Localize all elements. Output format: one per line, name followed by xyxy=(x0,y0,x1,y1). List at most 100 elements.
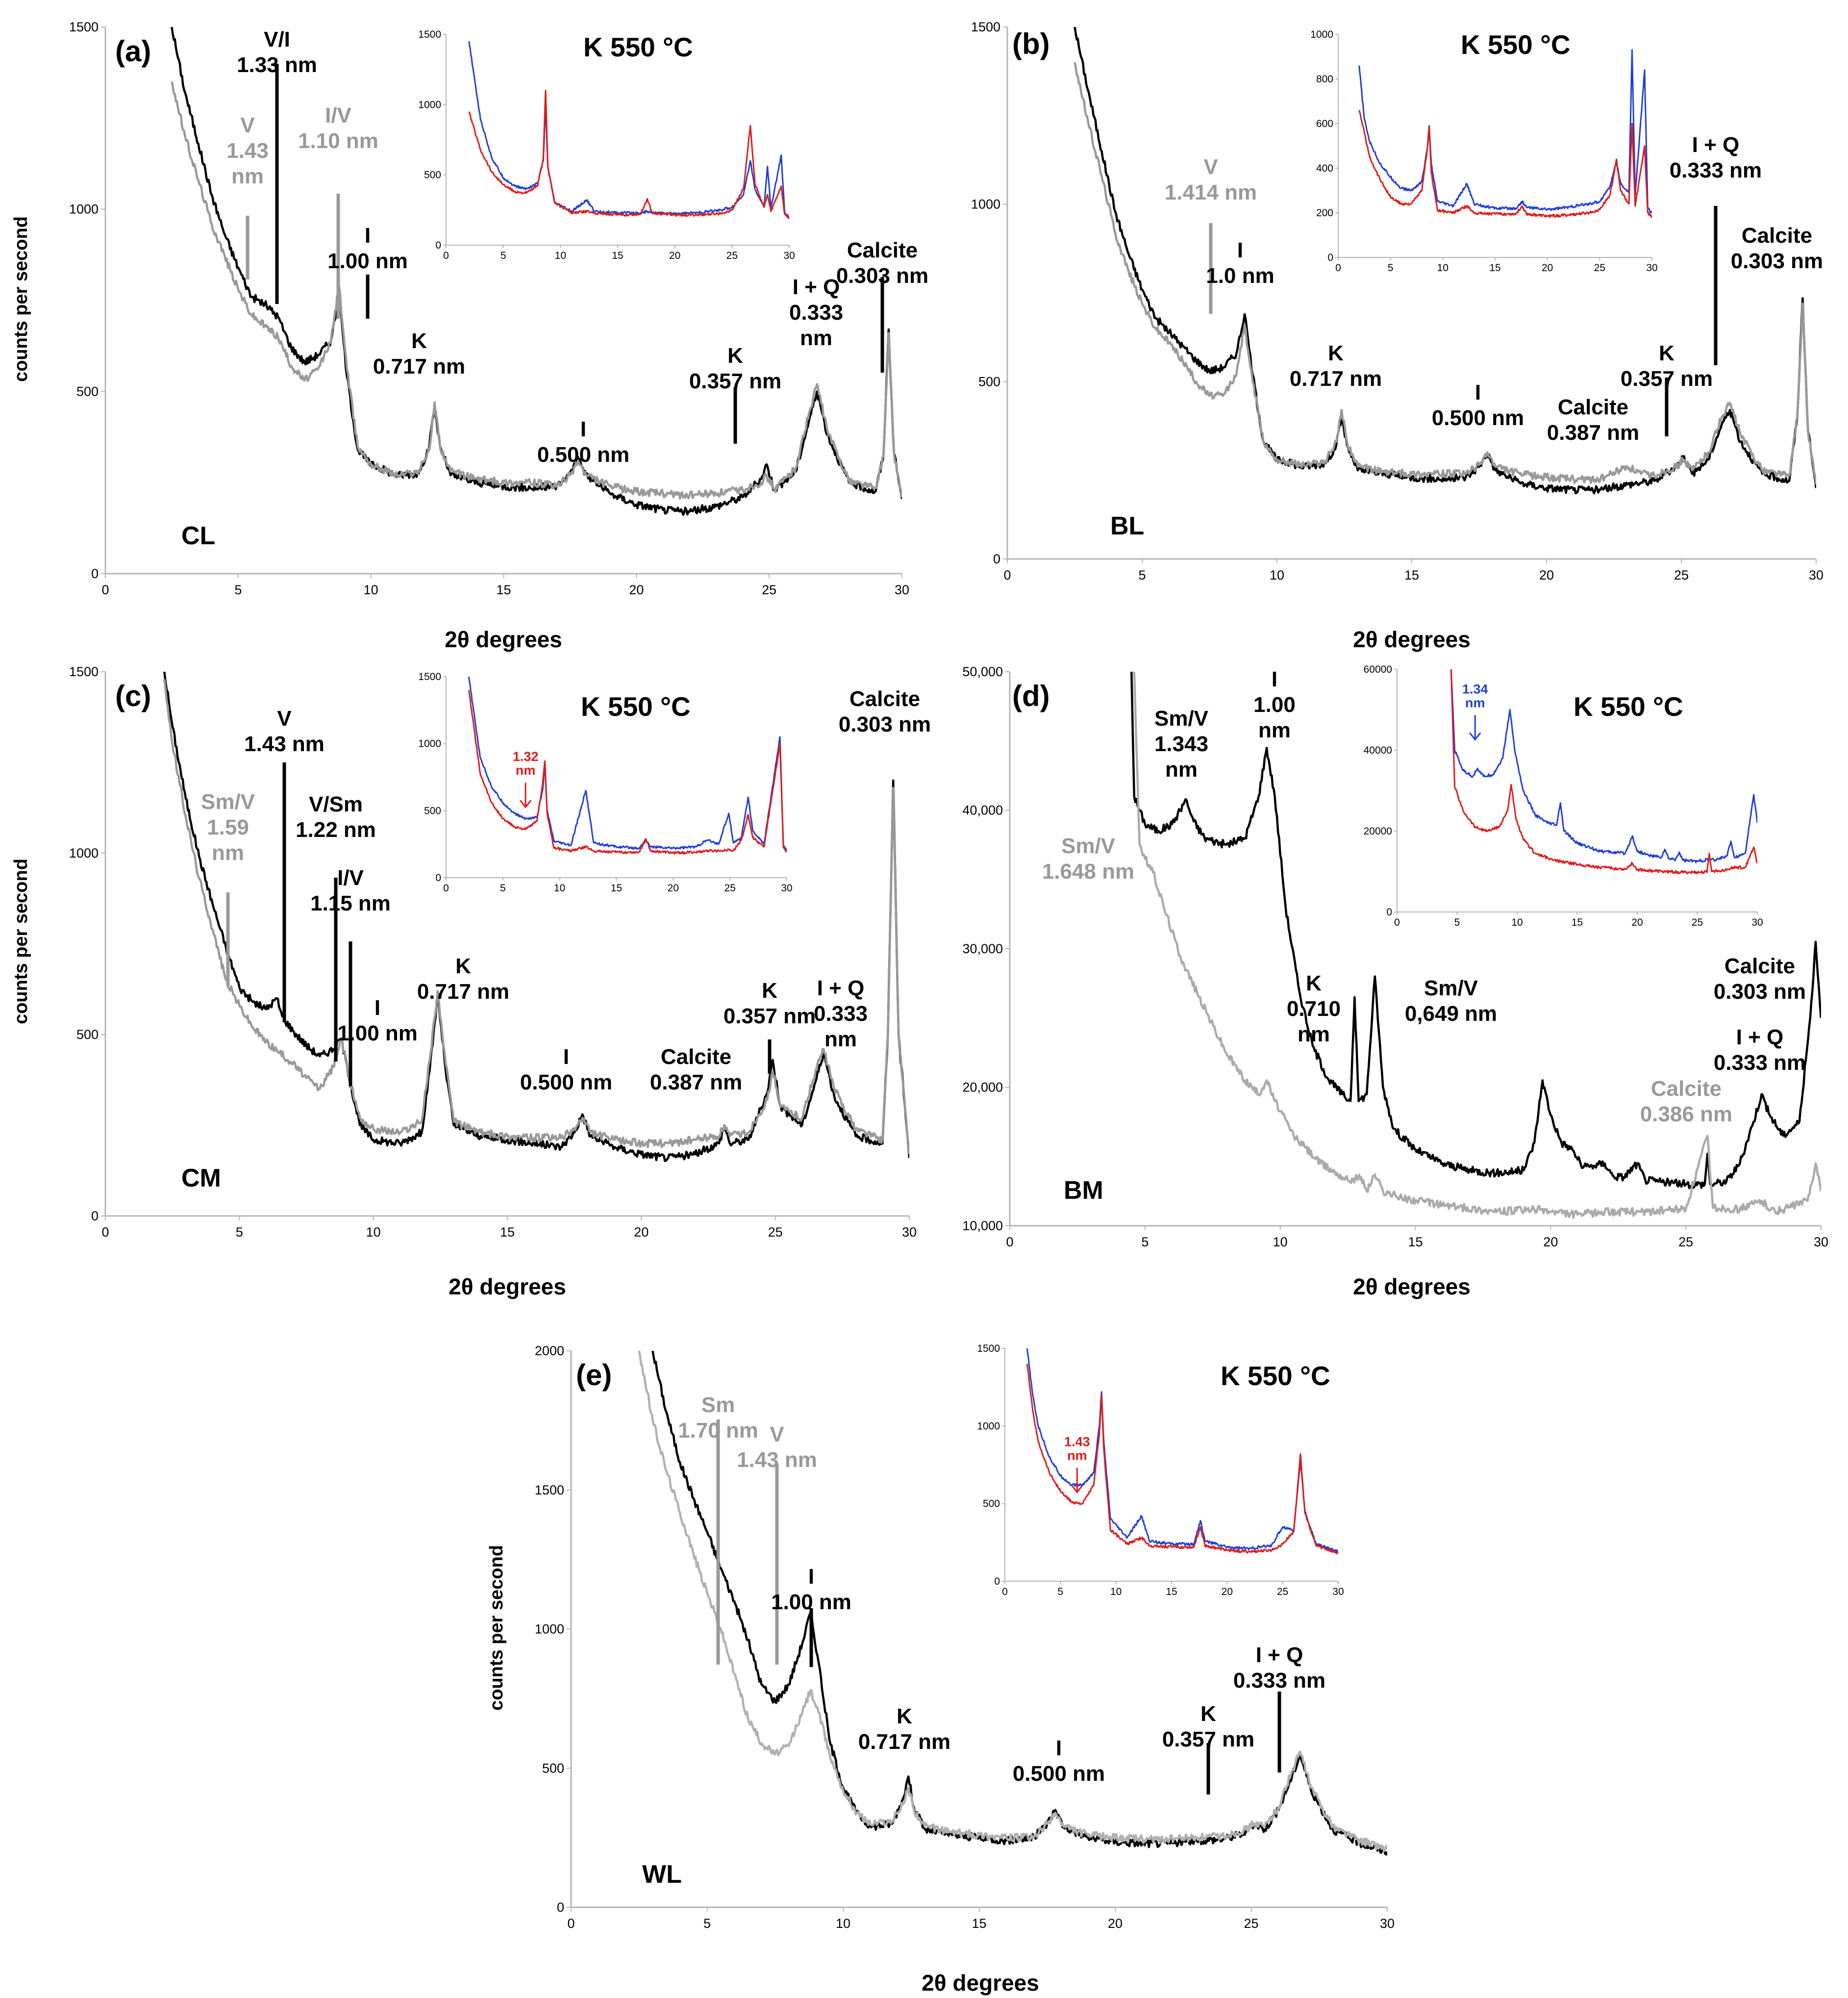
panel-b-panel-label: (b) xyxy=(1012,27,1050,60)
panel-d-main-y-tick-label: 10,000 xyxy=(962,1218,1003,1233)
panel-a-inset-y-tick-label: 0 xyxy=(435,240,441,251)
panel-c-x-axis-title: 2θ degrees xyxy=(449,1274,566,1299)
panel-c-annotation: I1.00 nm xyxy=(337,996,418,1045)
panel-b-inset-series-blue-line xyxy=(1358,49,1652,214)
panel-e-annotation: I1.00 nm xyxy=(771,1565,851,1667)
panel-e-annotation-text: V xyxy=(770,1422,784,1446)
panel-a-inset-y-tick-label: 500 xyxy=(424,170,441,181)
panel-b-main-y-tick-label: 500 xyxy=(978,374,1000,389)
panel-b-inset-series-red-line xyxy=(1358,110,1652,218)
panel-d-inset-x-tick-label: 20 xyxy=(1631,917,1643,928)
panel-c-annotation-text: 1.59 xyxy=(207,815,249,839)
panel-d-inset-annotation-arrow-head xyxy=(1469,732,1481,741)
panel-a-annotation-text: 1.00 nm xyxy=(327,249,408,273)
panel-c-annotation: I/V1.15 nm xyxy=(310,866,391,1086)
panel-a-annotation: I0.500 nm xyxy=(537,417,629,467)
panel-d-annotation-text: I + Q xyxy=(1736,1025,1784,1049)
panel-e-inset-x-tick-label: 5 xyxy=(1057,1586,1063,1597)
panel-e-annotation-text: Sm xyxy=(701,1393,735,1417)
panel-d-main-x-tick-label: 25 xyxy=(1678,1235,1693,1249)
panel-a-x-axis-title: 2θ degrees xyxy=(445,627,562,652)
panel-e-inset-y-tick-label: 1000 xyxy=(977,1420,1000,1432)
panel-a-inset-y-tick-label: 1500 xyxy=(418,29,441,40)
panel-b-main-x-tick-label: 15 xyxy=(1404,568,1419,582)
panel-c-annotation-text: nm xyxy=(824,1027,857,1051)
panel-e-annotation: K0.357 nm xyxy=(1162,1702,1254,1795)
panel-a-annotation: K0.357 nm xyxy=(689,344,781,444)
panel-c-annotation-text: V/Sm xyxy=(309,792,363,816)
panel-b-annotation-text: I + Q xyxy=(1692,133,1740,157)
panel-c-annotation-text: Sm/V xyxy=(201,790,255,814)
panel-c-main-x-tick-label: 10 xyxy=(366,1225,381,1239)
panel-b-inset-y-tick-label: 600 xyxy=(1316,118,1333,129)
panel-d-annotation-text: 0.333 nm xyxy=(1714,1051,1806,1075)
panel-c-annotation-text: K xyxy=(762,979,777,1003)
panel-d-main-y-tick-label: 30,000 xyxy=(962,941,1003,956)
panel-b-inset-y-tick-label: 0 xyxy=(1327,252,1333,263)
panel-c-annotation-text: K xyxy=(455,954,471,978)
panel-a-main-x-tick-label: 10 xyxy=(364,582,378,597)
panel-d-inset-y-tick-label: 40000 xyxy=(1364,745,1392,756)
panel-b-inset-x-tick-label: 20 xyxy=(1542,262,1553,274)
panel-b-annotation-text: 1.0 nm xyxy=(1206,264,1274,288)
panel-c-annotation-text: I xyxy=(375,996,380,1020)
panel-b-annotation-text: I xyxy=(1475,380,1481,405)
panel-d-inset-annotation-text: 1.34 xyxy=(1462,682,1488,697)
panel-e-inset-y-tick-label: 1500 xyxy=(977,1343,1000,1354)
panel-d-main-x-tick-label: 30 xyxy=(1814,1235,1828,1249)
panel-b-annotation: I0.500 nm xyxy=(1432,380,1524,430)
panel-b-annotation: I + Q0.333 nm xyxy=(1670,133,1762,365)
panel-c-inset-x-tick-label: 0 xyxy=(443,883,449,894)
panel-d-annotation-text: 1.343 xyxy=(1154,732,1208,756)
panel-c-y-axis-title: counts per second xyxy=(11,859,31,1024)
panel-e-inset-x-tick-label: 25 xyxy=(1277,1586,1288,1597)
panel-c-main-y-tick-label: 500 xyxy=(76,1027,99,1042)
panel-a-panel-label: (a) xyxy=(115,35,151,68)
panel-e-main-y-tick-label: 1500 xyxy=(535,1483,564,1497)
panel-d-main-y-tick-label: 50,000 xyxy=(962,664,1003,679)
panel-d-main-y-tick-label: 20,000 xyxy=(962,1080,1003,1095)
panel-b-annotation-text: 1.414 nm xyxy=(1165,180,1257,204)
panel-e-inset-annotation-text: nm xyxy=(1067,1448,1087,1463)
panel-a-annotation-text: I xyxy=(580,417,586,441)
panel-a-inset-series-red-line xyxy=(468,90,789,219)
panel-e-annotation-text: I xyxy=(808,1565,814,1589)
panel-d-annotation-text: nm xyxy=(1298,1022,1330,1046)
panel-a-annotation-text: K xyxy=(727,344,743,368)
panel-a-annotation-text: 0.717 nm xyxy=(373,354,465,379)
panel-c-main-x-tick-label: 20 xyxy=(634,1225,649,1239)
panel-c-inset-series-red-line xyxy=(468,690,787,855)
panel-c-annotation-text: I xyxy=(563,1045,569,1069)
panel-a-annotation-text: I xyxy=(365,224,371,248)
panel-e-annotation-text: I + Q xyxy=(1256,1643,1303,1667)
panel-a-inset: 0 5 10 15 20 25 30 0 500 1000 1500 K 550 °C xyxy=(418,29,795,261)
panel-a-sample-label: CL xyxy=(181,522,215,550)
panel-d-x-axis-title: 2θ degrees xyxy=(1353,1274,1471,1299)
panel-d-inset-x-tick-label: 5 xyxy=(1454,917,1460,928)
panel-c-annotation-text: 1.15 nm xyxy=(310,891,391,915)
panel-d-main-x-tick-label: 15 xyxy=(1408,1235,1423,1249)
panel-a-annotation-text: K xyxy=(411,329,427,353)
panel-b-annotation-text: K xyxy=(1328,341,1344,365)
panel-c-main-y-tick-label: 0 xyxy=(91,1209,99,1223)
panel-d-inset-x-tick-label: 15 xyxy=(1572,917,1583,928)
panel-a-annotation-text: nm xyxy=(231,164,264,188)
panel-a-annotation-text: V xyxy=(240,113,255,137)
panel-c-inset-annotation-text: nm xyxy=(516,763,536,778)
panel-d-inset-y-tick-label: 20000 xyxy=(1364,826,1392,837)
panel-d-annotation: I + Q0.333 nm xyxy=(1714,1025,1806,1075)
panel-e-main-x-tick-label: 0 xyxy=(567,1916,574,1931)
panel-b-annotation: V1.414 nm xyxy=(1165,155,1257,314)
panel-c-inset-y-tick-label: 500 xyxy=(424,805,441,816)
panel-c-annotation-text: V xyxy=(277,707,292,731)
panel-d-inset-x-tick-label: 25 xyxy=(1692,917,1703,928)
panel-c-annotation: V/Sm1.22 nm xyxy=(296,792,376,1062)
panel-b-main-series-grey-line xyxy=(1074,62,1816,485)
panel-c-inset-x-tick-label: 20 xyxy=(668,883,679,894)
